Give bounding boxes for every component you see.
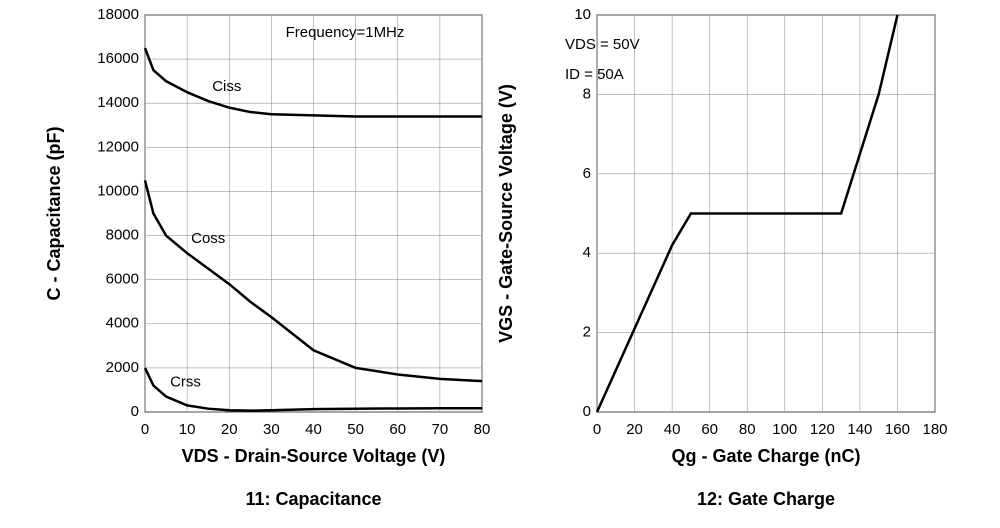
x-tick-label: 10	[179, 421, 196, 438]
x-tick-label: 40	[664, 421, 681, 438]
series-line	[595, 14, 899, 413]
x-tick-label: 70	[432, 421, 449, 438]
x-tick-label: 40	[305, 421, 322, 438]
x-axis-label: Qg - Gate Charge (nC)	[671, 446, 860, 466]
x-tick-label: 80	[474, 421, 491, 438]
annotation: VDS = 50V	[565, 36, 640, 53]
x-tick-label: 120	[810, 421, 835, 438]
x-tick-label: 30	[263, 421, 280, 438]
y-tick-label: 10000	[97, 182, 139, 199]
annotation: ID = 50A	[565, 66, 624, 83]
y-tick-label: 6000	[106, 271, 139, 288]
y-tick-label: 10	[574, 6, 591, 23]
y-tick-label: 0	[583, 403, 591, 420]
x-tick-label: 0	[141, 421, 149, 438]
x-tick-label: 20	[221, 421, 238, 438]
series-line	[143, 47, 482, 118]
y-tick-label: 12000	[97, 138, 139, 155]
y-axis-label: VGS - Gate-Source Voltage (V)	[496, 84, 516, 343]
x-tick-label: 60	[389, 421, 406, 438]
x-tick-label: 0	[593, 421, 601, 438]
x-axis-label: VDS - Drain-Source Voltage (V)	[182, 446, 446, 466]
series-label: Ciss	[212, 78, 241, 95]
y-tick-label: 2	[583, 324, 591, 341]
y-tick-label: 6	[583, 165, 591, 182]
y-tick-label: 4000	[106, 315, 139, 332]
y-tick-label: 8000	[106, 227, 139, 244]
series-line	[143, 367, 482, 412]
x-tick-label: 60	[701, 421, 718, 438]
x-tick-label: 140	[847, 421, 872, 438]
y-tick-label: 4	[583, 244, 591, 261]
y-tick-label: 14000	[97, 94, 139, 111]
y-tick-label: 2000	[106, 359, 139, 376]
y-tick-label: 8	[583, 85, 591, 102]
x-tick-label: 80	[739, 421, 756, 438]
x-tick-label: 20	[626, 421, 643, 438]
y-axis-label: C - Capacitance (pF)	[44, 126, 64, 300]
caption: 12: Gate Charge	[697, 489, 835, 509]
y-tick-label: 0	[131, 403, 139, 420]
series-label: Coss	[191, 230, 225, 247]
annotation: Frequency=1MHz	[286, 24, 405, 41]
series-label: Crss	[170, 374, 201, 391]
x-tick-label: 100	[772, 421, 797, 438]
x-tick-label: 50	[347, 421, 364, 438]
y-tick-label: 18000	[97, 6, 139, 23]
x-tick-label: 180	[922, 421, 947, 438]
y-tick-label: 16000	[97, 50, 139, 67]
x-tick-label: 160	[885, 421, 910, 438]
series-line	[143, 180, 483, 383]
caption: 11: Capacitance	[245, 489, 381, 509]
